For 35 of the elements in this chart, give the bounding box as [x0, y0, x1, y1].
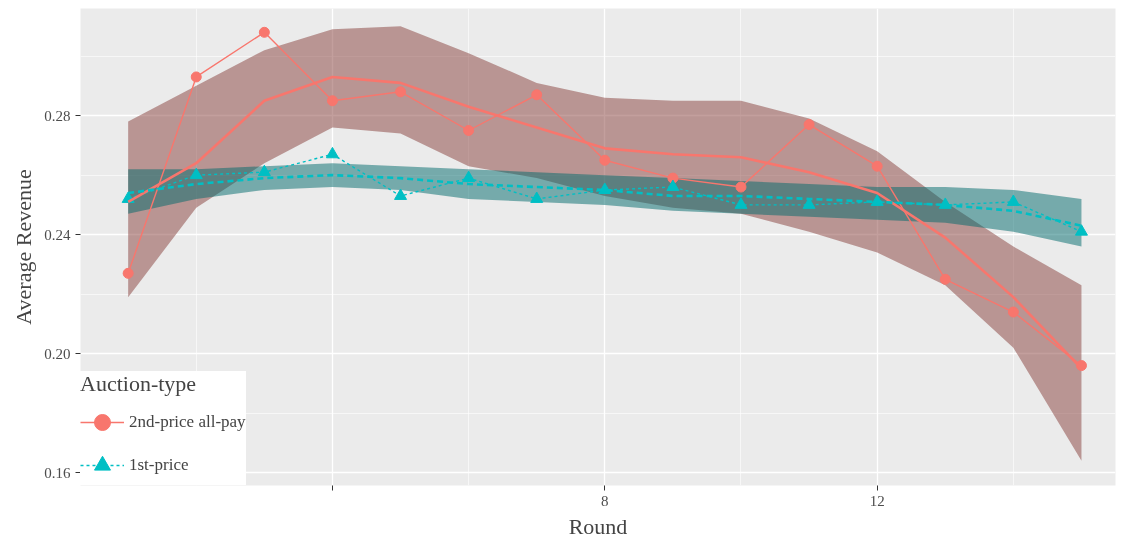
point — [258, 26, 270, 38]
x-tick-label: 8 — [601, 492, 609, 509]
x-axis-title: Round — [568, 513, 628, 539]
point — [531, 89, 543, 101]
point — [325, 146, 339, 159]
point — [257, 164, 271, 177]
point — [871, 160, 883, 172]
point — [734, 197, 748, 209]
legend-label: 2nd-price all-pay — [129, 412, 246, 432]
point — [735, 181, 747, 193]
point — [122, 267, 134, 279]
point — [1074, 224, 1088, 236]
point — [462, 170, 476, 183]
y-tick-label: 0.16 — [44, 464, 71, 481]
y-axis-title: Average Revenue — [11, 169, 37, 325]
point — [189, 167, 203, 180]
point — [530, 191, 544, 203]
x-tick-label: 12 — [869, 492, 885, 509]
point — [395, 86, 407, 98]
y-tick-label: 0.24 — [44, 226, 71, 243]
point — [803, 119, 815, 131]
point — [394, 188, 408, 200]
legend-title: Auction-type — [80, 371, 198, 397]
point — [326, 95, 338, 107]
point — [666, 179, 680, 191]
point — [939, 273, 951, 285]
point — [599, 154, 611, 166]
y-tick-label: 0.20 — [44, 345, 71, 362]
point — [190, 71, 202, 83]
point — [1006, 194, 1020, 206]
point — [463, 125, 475, 136]
legend-label: 1st-price — [129, 455, 189, 475]
point — [870, 194, 884, 206]
point — [938, 197, 952, 209]
y-tick-label: 0.28 — [44, 107, 71, 124]
